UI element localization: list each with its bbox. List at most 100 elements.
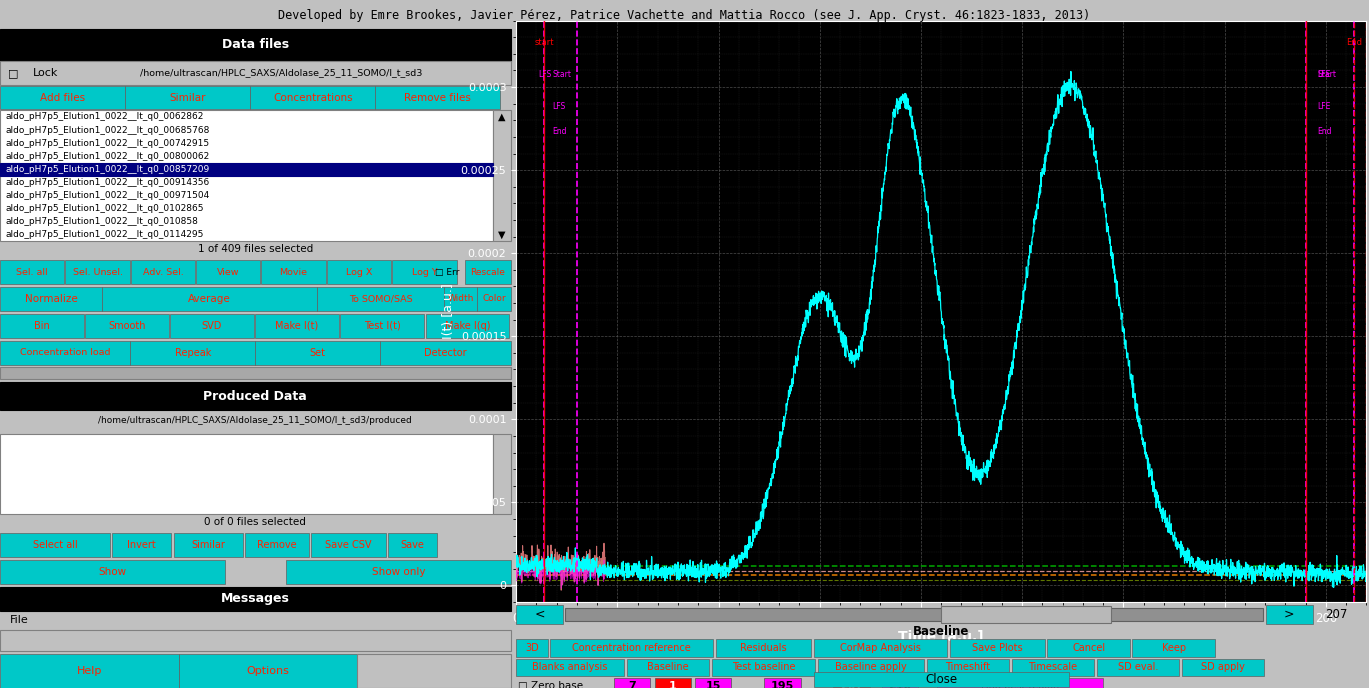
FancyBboxPatch shape (0, 654, 179, 688)
Text: 195: 195 (771, 681, 794, 688)
Text: aldo_pH7p5_Elution1_0022__lt_q0_00685768: aldo_pH7p5_Elution1_0022__lt_q0_00685768 (5, 126, 209, 135)
FancyBboxPatch shape (1097, 658, 1179, 676)
FancyBboxPatch shape (936, 678, 1102, 688)
FancyBboxPatch shape (613, 678, 650, 688)
Y-axis label: I(t) [a.u.]: I(t) [a.u.] (442, 283, 455, 339)
Text: Sel. all: Sel. all (16, 268, 48, 277)
Text: Save: Save (400, 540, 424, 550)
Text: File: File (10, 615, 29, 625)
FancyBboxPatch shape (764, 678, 801, 688)
FancyBboxPatch shape (694, 678, 731, 688)
FancyBboxPatch shape (251, 86, 375, 109)
Text: aldo_pH7p5_Elution1_0022__lt_q0_0114295: aldo_pH7p5_Elution1_0022__lt_q0_0114295 (5, 230, 204, 239)
Text: Make I(t): Make I(t) (275, 321, 319, 331)
Text: Concentration load: Concentration load (21, 348, 111, 357)
Text: Select all: Select all (33, 540, 77, 550)
Text: Data files: Data files (222, 39, 289, 51)
FancyBboxPatch shape (255, 341, 381, 365)
FancyBboxPatch shape (85, 314, 168, 338)
FancyBboxPatch shape (0, 341, 130, 365)
Text: aldo_pH7p5_Elution1_0022__lt_q0_00971504: aldo_pH7p5_Elution1_0022__lt_q0_00971504 (5, 191, 209, 200)
Text: End: End (1346, 38, 1362, 47)
FancyBboxPatch shape (66, 260, 130, 284)
FancyBboxPatch shape (387, 533, 437, 557)
FancyBboxPatch shape (286, 560, 511, 584)
FancyBboxPatch shape (0, 630, 511, 651)
Text: 0 of 0 files selected: 0 of 0 files selected (204, 517, 307, 527)
FancyBboxPatch shape (174, 533, 242, 557)
Text: 1 of 409 files selected: 1 of 409 files selected (197, 244, 314, 255)
FancyBboxPatch shape (381, 341, 511, 365)
Text: 1: 1 (669, 681, 676, 688)
FancyBboxPatch shape (1266, 605, 1313, 623)
Text: >: > (1284, 608, 1295, 621)
Text: 15: 15 (705, 681, 720, 688)
FancyBboxPatch shape (327, 260, 392, 284)
Text: Start: Start (1318, 69, 1336, 78)
FancyBboxPatch shape (0, 61, 511, 85)
FancyBboxPatch shape (1012, 658, 1094, 676)
FancyBboxPatch shape (478, 287, 511, 311)
Text: 210: 210 (888, 681, 912, 688)
Text: Adv. Sel.: Adv. Sel. (142, 268, 183, 277)
Text: Similar: Similar (170, 93, 205, 103)
Text: Movie: Movie (279, 268, 308, 277)
FancyBboxPatch shape (654, 678, 691, 688)
FancyBboxPatch shape (0, 314, 84, 338)
Text: Average: Average (188, 294, 231, 304)
Text: Keep: Keep (1162, 643, 1186, 653)
FancyBboxPatch shape (0, 433, 493, 514)
FancyBboxPatch shape (316, 287, 445, 311)
Text: Save CSV: Save CSV (326, 540, 372, 550)
Text: <: < (534, 608, 545, 621)
Text: Repeak: Repeak (175, 347, 211, 358)
FancyBboxPatch shape (125, 86, 251, 109)
FancyBboxPatch shape (1047, 639, 1129, 657)
FancyBboxPatch shape (375, 86, 501, 109)
FancyBboxPatch shape (130, 260, 194, 284)
Text: Width: Width (448, 294, 474, 303)
FancyBboxPatch shape (112, 533, 171, 557)
FancyBboxPatch shape (426, 314, 509, 338)
Text: aldo_pH7p5_Elution1_0022__lt_q0_0102865: aldo_pH7p5_Elution1_0022__lt_q0_0102865 (5, 204, 204, 213)
Text: Baseline: Baseline (648, 663, 689, 672)
Text: Remove: Remove (257, 540, 297, 550)
Text: Smooth: Smooth (108, 321, 145, 331)
FancyBboxPatch shape (516, 639, 548, 657)
Text: CorMap Analysis: CorMap Analysis (841, 643, 921, 653)
Text: Rescale: Rescale (470, 268, 505, 277)
Text: aldo_pH7p5_Elution1_0022__lt_q0_00857209: aldo_pH7p5_Elution1_0022__lt_q0_00857209 (5, 165, 209, 174)
Text: LFE: LFE (1318, 69, 1331, 78)
FancyBboxPatch shape (341, 314, 424, 338)
Text: Close: Close (925, 674, 957, 686)
FancyBboxPatch shape (0, 86, 125, 109)
FancyBboxPatch shape (0, 587, 511, 611)
Text: Concentrations: Concentrations (272, 93, 353, 103)
FancyBboxPatch shape (0, 382, 511, 410)
Text: /home/ultrascan/HPLC_SAXS/Aldolase_25_11_SOMO/l_t_sd3: /home/ultrascan/HPLC_SAXS/Aldolase_25_11… (140, 68, 422, 77)
FancyBboxPatch shape (516, 658, 624, 676)
Text: Start: Start (553, 69, 571, 78)
FancyBboxPatch shape (942, 606, 1112, 623)
Text: 207: 207 (1325, 608, 1347, 621)
Text: Blanks analysis: Blanks analysis (533, 663, 608, 672)
FancyBboxPatch shape (627, 658, 709, 676)
FancyBboxPatch shape (950, 639, 1045, 657)
Text: Messages: Messages (220, 592, 290, 605)
Text: Log X: Log X (346, 268, 372, 277)
Text: Test baseline: Test baseline (732, 663, 795, 672)
Text: SD apply: SD apply (1201, 663, 1244, 672)
Text: aldo_pH7p5_Elution1_0022__lt_q0_010858: aldo_pH7p5_Elution1_0022__lt_q0_010858 (5, 217, 199, 226)
FancyBboxPatch shape (882, 678, 919, 688)
FancyBboxPatch shape (493, 433, 511, 514)
Text: Detector: Detector (424, 347, 467, 358)
FancyBboxPatch shape (103, 287, 316, 311)
Text: Normalize: Normalize (25, 294, 78, 304)
Text: To SOMO/SAS: To SOMO/SAS (349, 294, 412, 303)
FancyBboxPatch shape (550, 639, 713, 657)
Text: Concentration reference: Concentration reference (572, 643, 691, 653)
FancyBboxPatch shape (1181, 658, 1264, 676)
Text: ▲: ▲ (498, 112, 505, 122)
FancyBboxPatch shape (0, 560, 225, 584)
Text: Developed by Emre Brookes, Javier Pérez, Patrice Vachette and Mattia Rocco (see : Developed by Emre Brookes, Javier Pérez,… (278, 9, 1091, 22)
